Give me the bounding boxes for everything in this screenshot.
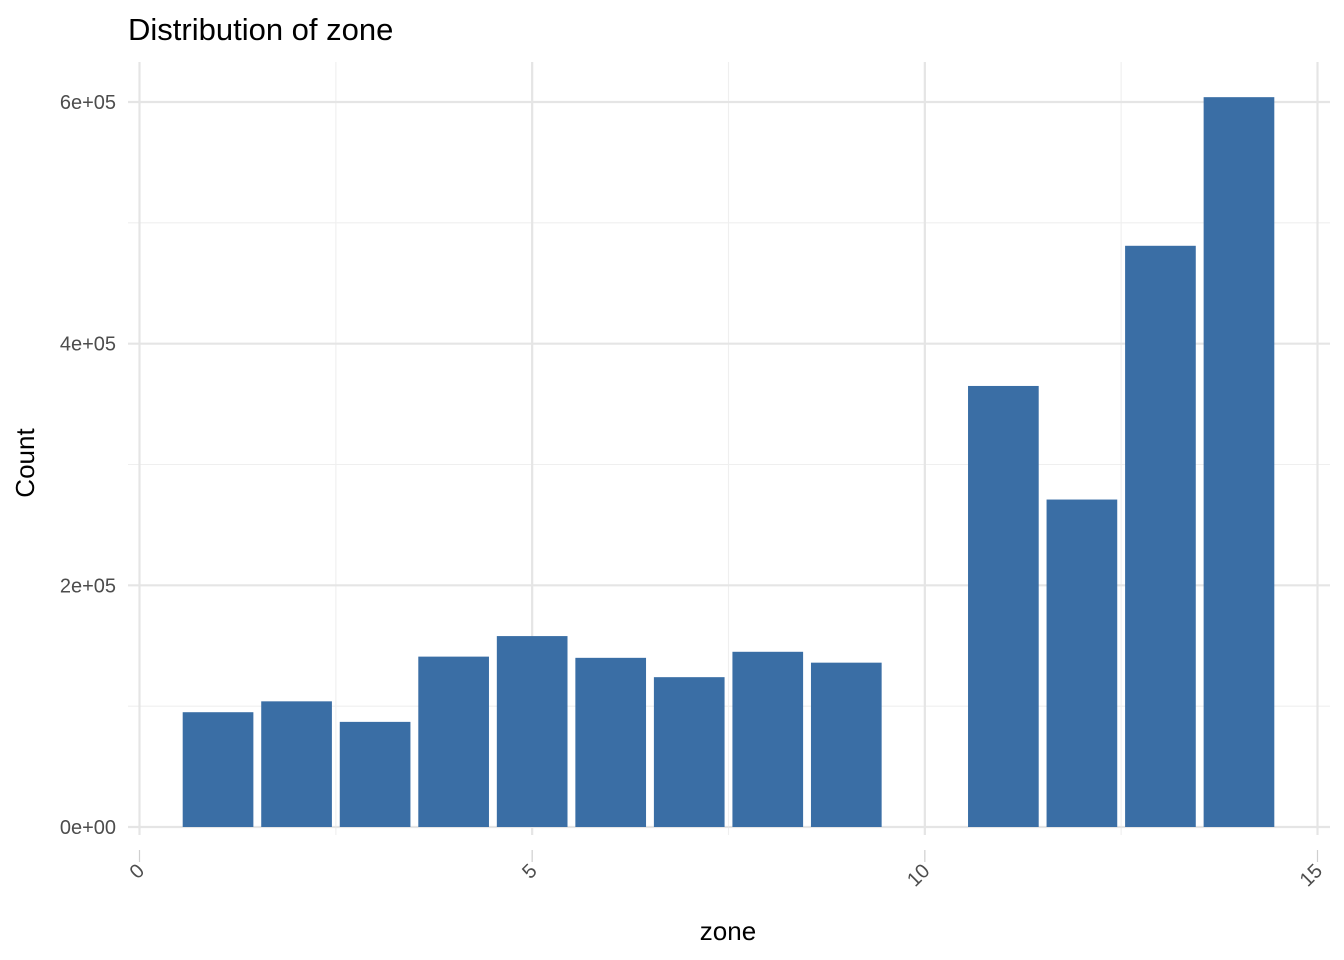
bar-zone-12 — [1046, 499, 1118, 827]
bar-zone-7 — [653, 677, 725, 827]
bar-zone-2 — [261, 701, 332, 827]
x-axis-title: zone — [700, 916, 756, 946]
bar-zone-5 — [496, 636, 568, 827]
x-tick-label: 5 — [518, 860, 541, 883]
bar-zone-14 — [1203, 97, 1275, 827]
bar-zone-3 — [339, 721, 411, 827]
bar-zone-6 — [575, 657, 647, 827]
y-tick-label: 2e+05 — [60, 575, 116, 597]
chart-title: Distribution of zone — [128, 12, 393, 47]
bar-zone-1 — [182, 712, 254, 827]
bar-zone-4 — [418, 656, 489, 827]
y-tick-label: 4e+05 — [60, 334, 116, 356]
y-tick-label: 6e+05 — [60, 92, 116, 114]
bar-zone-8 — [732, 651, 804, 827]
x-tick-label: 15 — [1296, 860, 1327, 891]
x-tick-label: 0 — [126, 860, 149, 883]
bar-zone-11 — [968, 385, 1039, 827]
y-axis-title: Count — [10, 428, 40, 498]
x-tick-label: 10 — [903, 860, 934, 891]
bars-layer — [182, 97, 1275, 827]
y-axis: 0e+00 2e+05 4e+05 6e+05 — [60, 92, 116, 839]
y-tick-label: 0e+00 — [60, 817, 116, 839]
x-axis: 0 5 10 15 — [126, 850, 1327, 891]
bar-zone-13 — [1125, 245, 1196, 827]
bar-zone-9 — [810, 662, 882, 827]
